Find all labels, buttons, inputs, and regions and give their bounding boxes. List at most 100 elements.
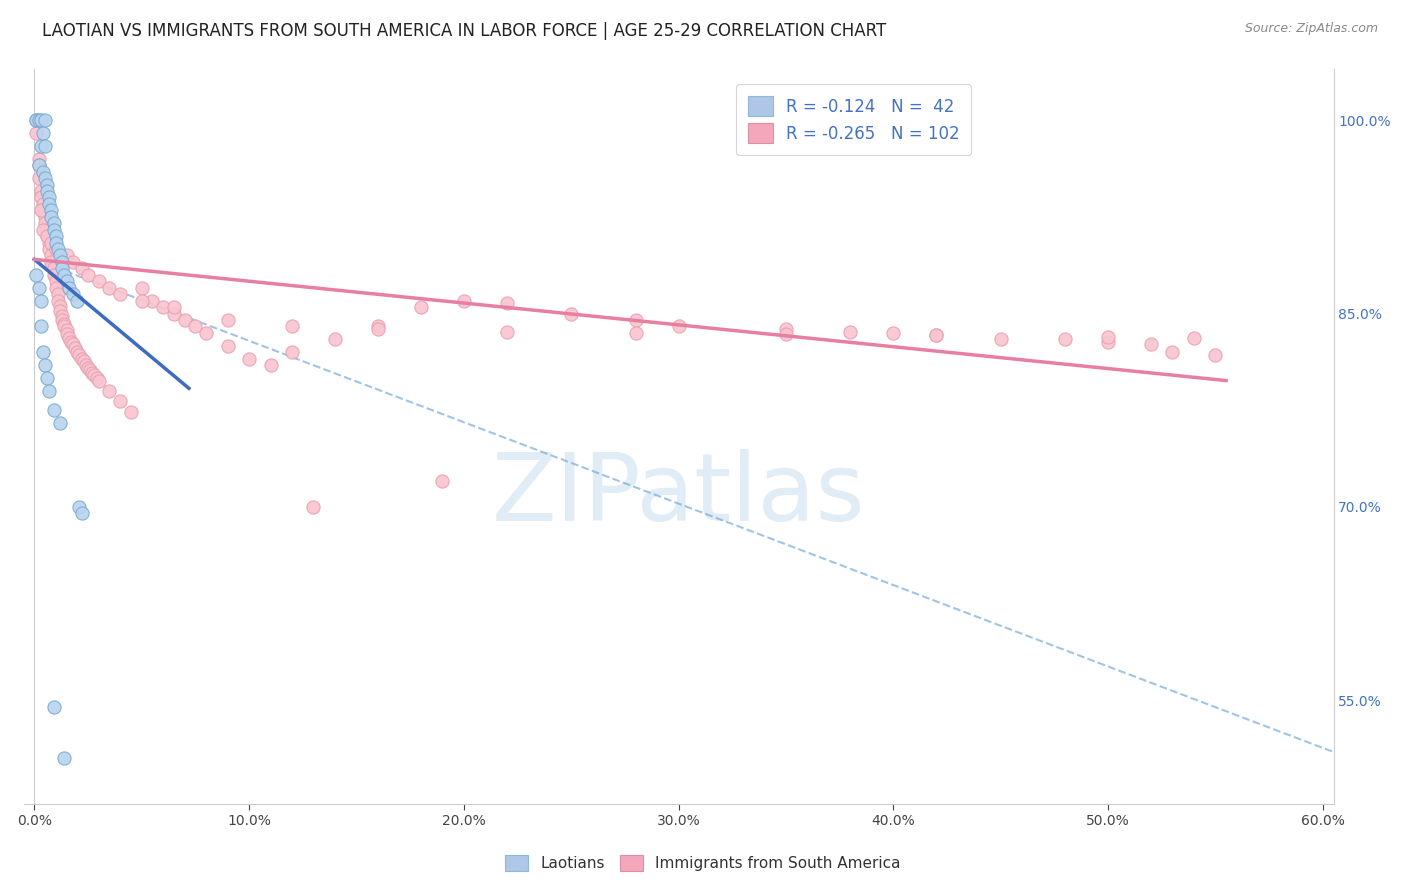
Point [32, 203, 55, 218]
Point [1161, 345, 1184, 359]
Text: LAOTIAN VS IMMIGRANTS FROM SOUTH AMERICA IN LABOR FORCE | AGE 25-29 CORRELATION : LAOTIAN VS IMMIGRANTS FROM SOUTH AMERICA… [42, 22, 886, 40]
Point [131, 281, 153, 295]
Point [217, 313, 239, 327]
Point [53, 319, 76, 334]
Point [30, 293, 52, 308]
Point [25, 268, 48, 282]
Point [925, 328, 948, 343]
Point [66, 293, 89, 308]
Point [38, 197, 60, 211]
Point [34, 171, 56, 186]
Point [34, 358, 56, 372]
Point [51, 261, 73, 276]
Point [32, 164, 55, 178]
Point [55, 248, 77, 262]
Point [53, 317, 76, 331]
Point [34, 210, 56, 224]
Point [775, 327, 797, 342]
Point [87, 374, 110, 388]
Point [1182, 331, 1205, 345]
Text: Source: ZipAtlas.com: Source: ZipAtlas.com [1244, 22, 1378, 36]
Text: ZIPatlas: ZIPatlas [492, 449, 865, 541]
Point [67, 348, 90, 362]
Point [38, 384, 60, 398]
Point [624, 313, 647, 327]
Point [302, 500, 325, 514]
Point [27, 152, 49, 166]
Point [163, 306, 186, 320]
Point [38, 235, 60, 250]
Point [30, 184, 52, 198]
Point [259, 358, 281, 372]
Point [34, 113, 56, 128]
Point [27, 158, 49, 172]
Point [624, 326, 647, 340]
Point [34, 139, 56, 153]
Point [141, 293, 163, 308]
Point [27, 281, 49, 295]
Point [775, 322, 797, 336]
Point [152, 300, 174, 314]
Point [281, 319, 304, 334]
Point [25, 113, 48, 128]
Point [62, 255, 84, 269]
Point [32, 197, 55, 211]
Point [163, 300, 186, 314]
Point [49, 416, 72, 430]
Point [495, 325, 517, 339]
Point [1140, 337, 1163, 351]
Point [367, 322, 389, 336]
Point [42, 261, 65, 276]
Point [30, 139, 52, 153]
Point [55, 327, 77, 342]
Point [41, 210, 63, 224]
Point [30, 319, 52, 334]
Point [49, 304, 72, 318]
Point [75, 358, 97, 372]
Point [668, 319, 690, 334]
Legend: Laotians, Immigrants from South America: Laotians, Immigrants from South America [499, 849, 907, 877]
Point [925, 328, 948, 343]
Point [839, 325, 862, 339]
Point [51, 255, 73, 269]
Point [37, 371, 59, 385]
Point [87, 274, 110, 288]
Point [131, 293, 153, 308]
Point [195, 326, 218, 340]
Point [98, 281, 121, 295]
Point [45, 274, 67, 288]
Point [238, 351, 260, 366]
Point [49, 299, 72, 313]
Point [83, 368, 105, 383]
Point [70, 351, 93, 366]
Point [108, 287, 131, 301]
Point [38, 190, 60, 204]
Point [62, 287, 84, 301]
Point [41, 248, 63, 262]
Point [281, 345, 304, 359]
Point [45, 235, 67, 250]
Point [37, 229, 59, 244]
Point [27, 113, 49, 128]
Point [77, 268, 100, 282]
Point [41, 235, 63, 250]
Point [42, 216, 65, 230]
Point [34, 216, 56, 230]
Point [55, 323, 77, 337]
Point [1054, 332, 1077, 346]
Point [367, 319, 389, 334]
Legend: R = -0.124   N =  42, R = -0.265   N = 102: R = -0.124 N = 42, R = -0.265 N = 102 [737, 84, 972, 155]
Point [323, 332, 346, 346]
Point [45, 229, 67, 244]
Point [42, 403, 65, 417]
Point [51, 313, 73, 327]
Point [32, 345, 55, 359]
Point [58, 281, 80, 295]
Point [184, 319, 207, 334]
Point [70, 261, 93, 276]
Point [45, 281, 67, 295]
Point [67, 500, 90, 514]
Point [41, 203, 63, 218]
Point [41, 255, 63, 269]
Point [46, 293, 69, 308]
